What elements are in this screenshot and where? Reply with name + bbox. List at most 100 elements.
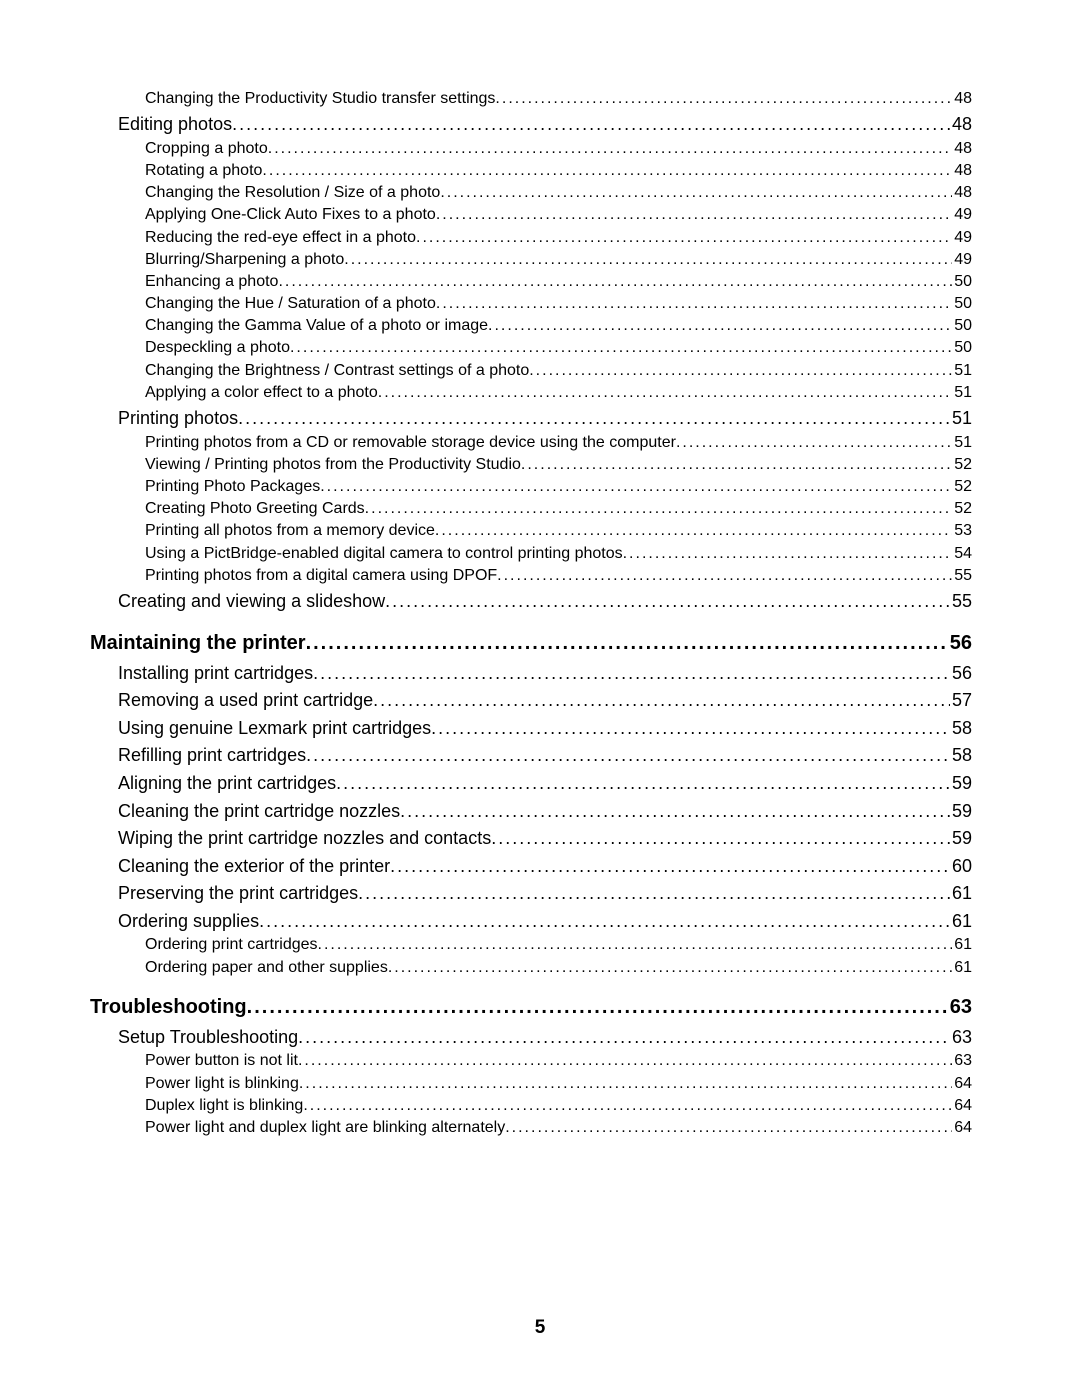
toc-entry-page: 59 <box>950 828 972 850</box>
toc-entry: Printing photos from a digital camera us… <box>145 566 972 585</box>
toc-leader-dots: ........................................… <box>290 338 952 357</box>
toc-entry: Maintaining the printer.................… <box>90 631 972 655</box>
toc-entry-title: Cleaning the print cartridge nozzles <box>118 801 400 823</box>
toc-leader-dots: ........................................… <box>676 433 952 452</box>
toc-leader-dots: ........................................… <box>440 183 952 202</box>
toc-entry-title: Duplex light is blinking <box>145 1096 303 1115</box>
toc-entry-page: 50 <box>952 272 972 291</box>
toc-entry: Ordering supplies.......................… <box>118 911 972 933</box>
toc-entry-title: Despeckling a photo <box>145 338 290 357</box>
toc-entry-title: Ordering print cartridges <box>145 935 318 954</box>
toc-entry-page: 53 <box>952 521 972 540</box>
toc-entry: Preserving the print cartridges.........… <box>118 883 972 905</box>
toc-entry-title: Enhancing a photo <box>145 272 278 291</box>
toc-leader-dots: ........................................… <box>232 114 950 136</box>
toc-entry: Power button is not lit.................… <box>145 1051 972 1070</box>
toc-entry-page: 48 <box>952 139 972 158</box>
toc-entry: Changing the Resolution / Size of a phot… <box>145 183 972 202</box>
toc-entry-title: Changing the Gamma Value of a photo or i… <box>145 316 488 335</box>
toc-entry: Changing the Gamma Value of a photo or i… <box>145 316 972 335</box>
toc-leader-dots: ........................................… <box>298 1051 952 1070</box>
toc-entry: Applying One-Click Auto Fixes to a photo… <box>145 205 972 224</box>
toc-leader-dots: ........................................… <box>400 801 950 823</box>
toc-entry: Changing the Hue / Saturation of a photo… <box>145 294 972 313</box>
toc-entry-title: Using a PictBridge-enabled digital camer… <box>145 544 623 563</box>
toc-entry: Enhancing a photo.......................… <box>145 272 972 291</box>
toc-entry-title: Blurring/Sharpening a photo <box>145 250 344 269</box>
toc-entry-page: 51 <box>952 383 972 402</box>
toc-entry-page: 64 <box>952 1118 972 1137</box>
toc-entry: Blurring/Sharpening a photo.............… <box>145 250 972 269</box>
toc-leader-dots: ........................................… <box>303 1096 952 1115</box>
toc-entry-title: Changing the Brightness / Contrast setti… <box>145 361 529 380</box>
toc-leader-dots: ........................................… <box>416 228 952 247</box>
toc-entry: Aligning the print cartridges...........… <box>118 773 972 795</box>
toc-leader-dots: ........................................… <box>521 455 952 474</box>
toc-entry: Cleaning the print cartridge nozzles....… <box>118 801 972 823</box>
toc-entry-title: Preserving the print cartridges <box>118 883 358 905</box>
toc-leader-dots: ........................................… <box>278 272 952 291</box>
toc-leader-dots: ........................................… <box>497 566 952 585</box>
toc-entry-page: 56 <box>950 663 972 685</box>
toc-entry: Printing photos from a CD or removable s… <box>145 433 972 452</box>
toc-entry-page: 55 <box>950 591 972 613</box>
toc-entry-title: Wiping the print cartridge nozzles and c… <box>118 828 491 850</box>
toc-leader-dots: ........................................… <box>385 591 950 613</box>
toc-leader-dots: ........................................… <box>388 958 952 977</box>
toc-entry: Despeckling a photo.....................… <box>145 338 972 357</box>
toc-entry-page: 63 <box>948 995 972 1019</box>
toc-entry: Cleaning the exterior of the printer....… <box>118 856 972 878</box>
toc-entry-title: Ordering supplies <box>118 911 259 933</box>
toc-leader-dots: ........................................… <box>306 745 950 767</box>
toc-leader-dots: ........................................… <box>495 89 952 108</box>
toc-entry: Installing print cartridges.............… <box>118 663 972 685</box>
toc-entry-title: Creating and viewing a slideshow <box>118 591 385 613</box>
toc-entry-title: Power light and duplex light are blinkin… <box>145 1118 505 1137</box>
toc-entry-page: 51 <box>950 408 972 430</box>
toc-entry-title: Printing photos from a CD or removable s… <box>145 433 676 452</box>
toc-entry-page: 61 <box>952 935 972 954</box>
toc-entry-page: 52 <box>952 477 972 496</box>
toc-entry-title: Installing print cartridges <box>118 663 313 685</box>
toc-entry-title: Applying One-Click Auto Fixes to a photo <box>145 205 436 224</box>
toc-entry-page: 59 <box>950 801 972 823</box>
toc-entry: Rotating a photo........................… <box>145 161 972 180</box>
toc-entry-title: Setup Troubleshooting <box>118 1027 298 1049</box>
toc-entry-title: Refilling print cartridges <box>118 745 306 767</box>
toc-entry-page: 49 <box>952 228 972 247</box>
toc-leader-dots: ........................................… <box>247 995 948 1019</box>
document-page: Changing the Productivity Studio transfe… <box>0 0 1080 1397</box>
toc-leader-dots: ........................................… <box>365 499 953 518</box>
toc-entry: Printing photos.........................… <box>118 408 972 430</box>
toc-leader-dots: ........................................… <box>320 477 952 496</box>
toc-entry: Printing all photos from a memory device… <box>145 521 972 540</box>
toc-leader-dots: ........................................… <box>488 316 952 335</box>
toc-entry-page: 59 <box>950 773 972 795</box>
toc-entry-page: 64 <box>952 1096 972 1115</box>
toc-entry-page: 63 <box>952 1051 972 1070</box>
toc-leader-dots: ........................................… <box>318 935 953 954</box>
toc-leader-dots: ........................................… <box>336 773 950 795</box>
toc-entry-title: Applying a color effect to a photo <box>145 383 378 402</box>
toc-leader-dots: ........................................… <box>344 250 952 269</box>
toc-entry-title: Power light is blinking <box>145 1074 299 1093</box>
toc-entry: Power light is blinking.................… <box>145 1074 972 1093</box>
toc-entry-page: 54 <box>952 544 972 563</box>
toc-leader-dots: ........................................… <box>436 205 952 224</box>
toc-leader-dots: ........................................… <box>358 883 950 905</box>
toc-entry-title: Troubleshooting <box>90 995 247 1019</box>
toc-entry-title: Viewing / Printing photos from the Produ… <box>145 455 521 474</box>
page-number: 5 <box>0 1317 1080 1339</box>
toc-leader-dots: ........................................… <box>268 139 952 158</box>
toc-leader-dots: ........................................… <box>313 663 950 685</box>
toc-leader-dots: ........................................… <box>491 828 950 850</box>
toc-leader-dots: ........................................… <box>623 544 953 563</box>
toc-leader-dots: ........................................… <box>306 631 948 655</box>
toc-entry: Ordering print cartridges...............… <box>145 935 972 954</box>
toc-entry-title: Reducing the red-eye effect in a photo <box>145 228 416 247</box>
toc-entry-title: Maintaining the printer <box>90 631 306 655</box>
toc-entry-page: 51 <box>952 361 972 380</box>
toc-entry-page: 63 <box>950 1027 972 1049</box>
toc-entry-title: Cropping a photo <box>145 139 268 158</box>
toc-entry-title: Cleaning the exterior of the printer <box>118 856 390 878</box>
